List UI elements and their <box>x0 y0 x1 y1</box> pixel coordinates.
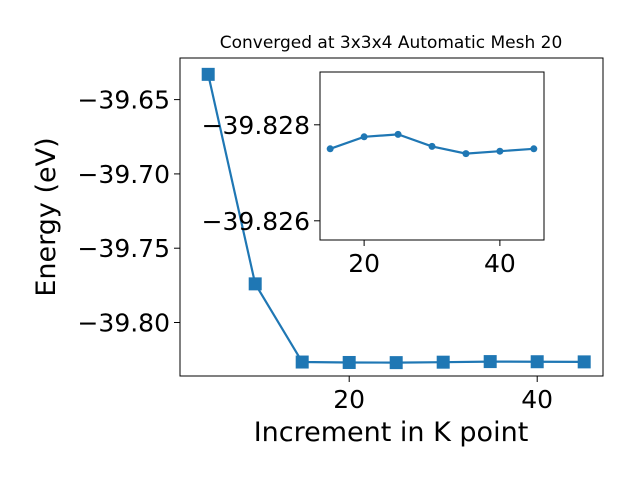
inset-data-point <box>530 145 538 153</box>
inset-data-point <box>360 133 368 141</box>
main-y-tick-label: −39.70 <box>77 160 170 189</box>
main-data-point <box>342 355 356 369</box>
inset-x-tick-label: 20 <box>348 249 380 278</box>
main-data-point <box>389 356 403 370</box>
main-y-tick-label: −39.65 <box>77 86 170 115</box>
main-data-point <box>577 355 591 369</box>
main-data-point <box>201 67 215 81</box>
main-plot-area <box>201 67 591 370</box>
main-x-tick-label: 20 <box>333 385 365 414</box>
main-data-point <box>483 355 497 369</box>
main-data-point <box>530 355 544 369</box>
main-y-tick-label: −39.75 <box>77 234 170 263</box>
main-data-point <box>436 355 450 369</box>
chart-title: Converged at 3x3x4 Automatic Mesh 20 <box>220 33 563 53</box>
inset-data-point <box>326 145 334 153</box>
main-data-point <box>295 355 309 369</box>
inset-axes-frame <box>319 71 545 241</box>
y-axis-label: Energy (eV) <box>31 137 62 296</box>
inset-plot-area <box>326 130 538 158</box>
x-axis-label: Increment in K point <box>254 417 529 448</box>
main-axis-ticks: 20 40 −39.65 −39.70 −39.75 −39.80 <box>77 86 553 414</box>
main-x-tick-label: 40 <box>521 385 553 414</box>
inset-y-tick-label: −39.828 <box>202 111 310 140</box>
main-y-tick-label: −39.80 <box>77 309 170 338</box>
inset-x-tick-label: 40 <box>484 249 516 278</box>
inset-data-point <box>428 142 436 150</box>
main-data-point <box>248 277 262 291</box>
inset-data-point <box>496 147 504 155</box>
inset-y-tick-label: −39.826 <box>202 207 310 236</box>
inset-axis-ticks: 20 40 −39.828 −39.826 <box>202 111 516 278</box>
inset-data-point <box>462 150 470 158</box>
inset-data-point <box>394 130 402 138</box>
